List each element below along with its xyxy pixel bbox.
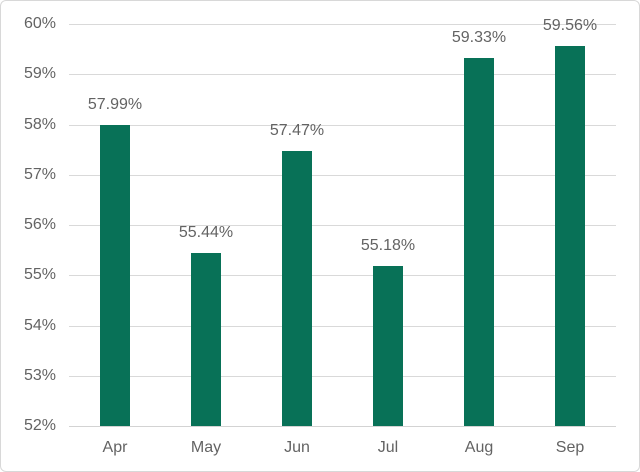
- x-axis-line: [69, 426, 616, 427]
- gridline: [69, 275, 616, 276]
- bar-jul: [373, 266, 403, 426]
- bar-may: [191, 253, 221, 426]
- y-tick-label: 54%: [23, 317, 56, 334]
- x-tick-label: Jul: [377, 439, 399, 456]
- bar-jun: [282, 151, 312, 426]
- bar-value-label: 59.33%: [451, 29, 507, 46]
- x-tick-label: Jun: [284, 439, 310, 456]
- x-tick-label: Sep: [555, 439, 585, 456]
- y-tick-label: 52%: [23, 417, 56, 434]
- y-tick-label: 53%: [23, 367, 56, 384]
- y-tick-label: 56%: [23, 216, 56, 233]
- bar-apr: [100, 125, 130, 426]
- bar-value-label: 57.47%: [269, 122, 325, 139]
- gridline: [69, 326, 616, 327]
- gridline: [69, 225, 616, 226]
- gridline: [69, 74, 616, 75]
- y-tick-label: 58%: [23, 116, 56, 133]
- bar-value-label: 59.56%: [542, 17, 598, 34]
- gridline: [69, 376, 616, 377]
- gridline: [69, 175, 616, 176]
- y-tick-label: 55%: [23, 266, 56, 283]
- y-tick-label: 59%: [23, 65, 56, 82]
- gridline: [69, 24, 616, 25]
- bar-aug: [464, 58, 494, 426]
- bar-value-label: 55.44%: [178, 224, 234, 241]
- y-tick-label: 57%: [23, 166, 56, 183]
- bar-value-label: 57.99%: [87, 96, 143, 113]
- bar-sep: [555, 46, 585, 426]
- x-tick-label: Aug: [464, 439, 494, 456]
- bar-value-label: 55.18%: [360, 237, 416, 254]
- x-tick-label: Apr: [102, 439, 128, 456]
- y-tick-label: 60%: [23, 15, 56, 32]
- gridline: [69, 125, 616, 126]
- x-tick-label: May: [190, 439, 222, 456]
